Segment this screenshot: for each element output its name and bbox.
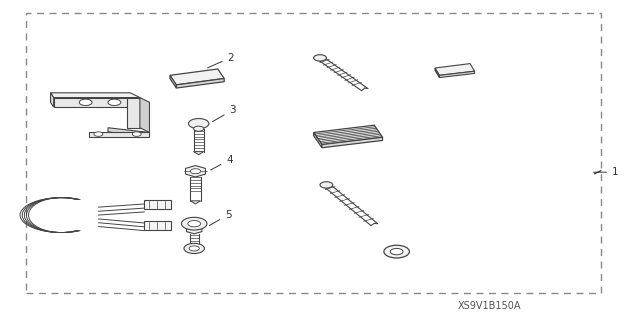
- Circle shape: [181, 217, 207, 230]
- Circle shape: [384, 245, 410, 258]
- Polygon shape: [176, 78, 224, 88]
- Polygon shape: [145, 221, 172, 230]
- Polygon shape: [440, 71, 474, 78]
- Circle shape: [79, 99, 92, 106]
- Circle shape: [94, 132, 103, 136]
- Polygon shape: [322, 137, 383, 148]
- Circle shape: [190, 169, 200, 174]
- Text: 4: 4: [211, 155, 233, 170]
- Circle shape: [132, 132, 141, 136]
- Polygon shape: [51, 93, 54, 107]
- Text: XS9V1B150A: XS9V1B150A: [458, 301, 521, 311]
- Circle shape: [390, 249, 403, 255]
- Polygon shape: [127, 98, 140, 128]
- Polygon shape: [170, 69, 224, 85]
- Circle shape: [314, 55, 326, 61]
- Polygon shape: [186, 166, 205, 177]
- Circle shape: [184, 243, 204, 254]
- Circle shape: [189, 246, 199, 251]
- Polygon shape: [108, 128, 150, 137]
- Polygon shape: [170, 75, 176, 88]
- Circle shape: [188, 220, 200, 227]
- Text: 5: 5: [209, 210, 232, 226]
- Polygon shape: [314, 132, 322, 148]
- Circle shape: [193, 126, 204, 131]
- Polygon shape: [190, 201, 200, 204]
- Text: 3: 3: [212, 105, 236, 122]
- Polygon shape: [435, 63, 474, 75]
- Text: 2: 2: [207, 53, 234, 68]
- Circle shape: [188, 119, 209, 129]
- Text: 1: 1: [593, 167, 618, 177]
- Polygon shape: [140, 98, 150, 132]
- Polygon shape: [145, 200, 172, 209]
- Bar: [26, 13, 601, 293]
- Circle shape: [108, 99, 121, 106]
- Polygon shape: [193, 152, 204, 155]
- Polygon shape: [314, 125, 383, 145]
- Polygon shape: [186, 225, 202, 234]
- Polygon shape: [89, 132, 150, 137]
- Circle shape: [320, 182, 333, 188]
- Polygon shape: [54, 98, 140, 107]
- Polygon shape: [435, 68, 440, 78]
- Polygon shape: [51, 93, 140, 98]
